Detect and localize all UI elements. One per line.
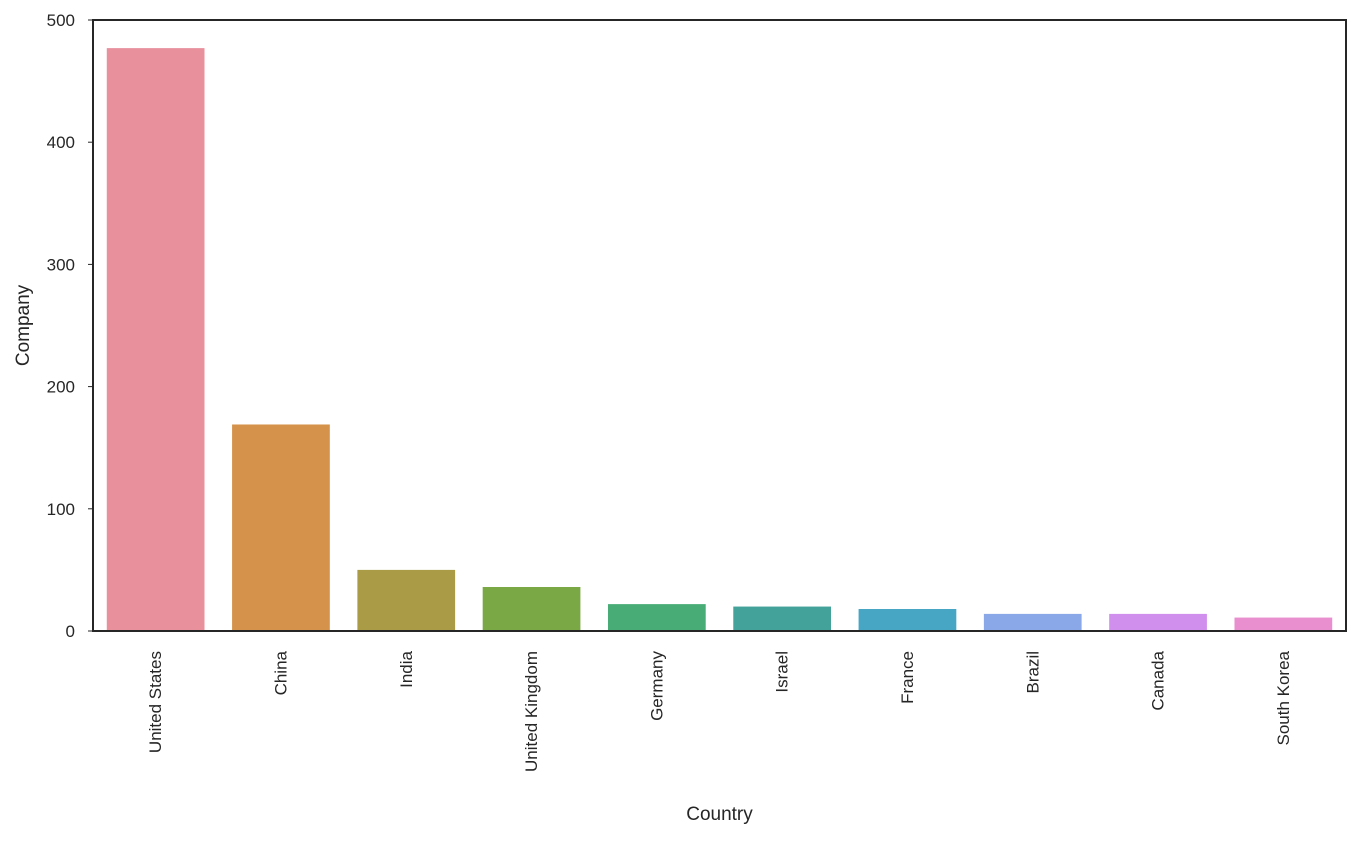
x-axis-label: Country [686,804,753,825]
x-tick-label: Canada [1149,650,1168,710]
bar-canada [1109,613,1207,631]
y-tick-label: 200 [47,378,75,397]
x-tick-label: South Korea [1274,650,1293,745]
x-tick-label: Brazil [1023,651,1042,694]
x-tick-label: Israel [773,651,792,693]
bar-china [232,424,330,631]
y-tick-label: 300 [47,255,75,274]
bar-france [858,609,957,631]
y-tick-label: 400 [47,133,75,152]
bar-india [357,569,456,631]
x-tick-label: France [898,651,917,704]
bar-brazil [983,613,1082,631]
x-tick-label: Germany [647,651,666,721]
y-tick-label: 500 [47,11,75,30]
plot-frame [92,19,1347,632]
x-tick-label: United Kingdom [522,651,541,772]
bar-germany [607,604,706,631]
y-tick-label: 100 [47,500,75,519]
y-axis-label: Company [13,284,34,366]
x-tick-label: China [271,650,290,695]
x-tick-label: United States [146,651,165,753]
x-tick-label: India [397,650,416,687]
bar-israel [733,606,832,631]
bar-south-korea [1234,617,1333,631]
bar-united-kingdom [482,587,581,631]
x-axis: United States China India United Kingdom Ger… [146,650,1293,772]
y-axis: 0 100 200 300 400 500 [47,11,93,641]
y-tick-label: 0 [66,622,75,641]
bar-united-states [106,48,205,632]
bars-group [106,48,1333,632]
